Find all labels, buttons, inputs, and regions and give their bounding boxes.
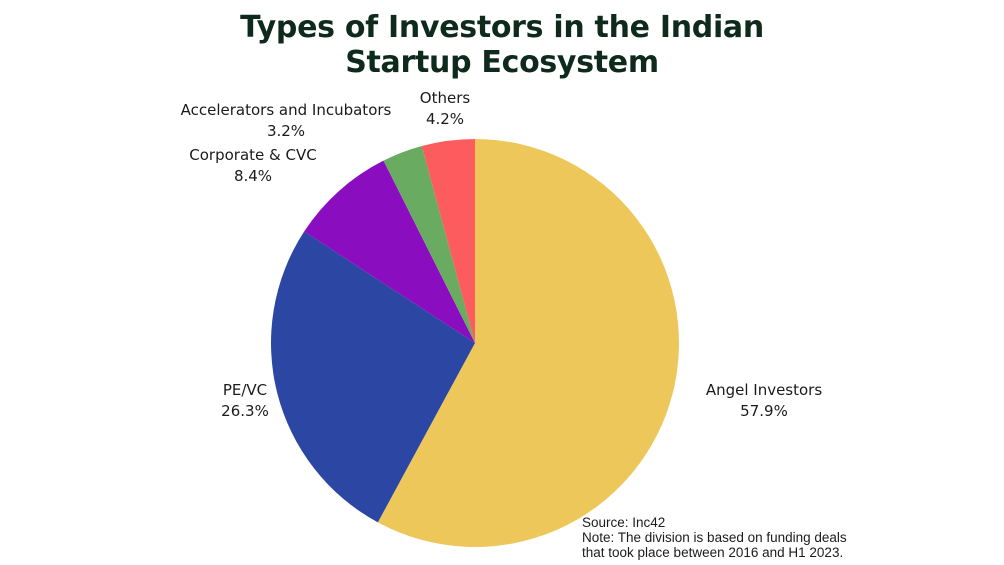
slice-label-name: Corporate & CVC	[189, 146, 317, 164]
pie-slice-others	[421, 139, 475, 343]
slice-label-name: Others	[419, 89, 471, 107]
slice-label-value: 57.9%	[740, 402, 788, 420]
slice-label-pe-vc: PE/VC 26.3%	[195, 380, 295, 422]
chart-title-line-2: Startup Ecosystem	[345, 45, 659, 80]
slice-label-others: Others 4.2%	[400, 88, 490, 130]
slice-label-value: 8.4%	[233, 167, 273, 185]
note-line-2: that took place between 2016 and H1 2023…	[582, 545, 844, 560]
slice-label-value: 26.3%	[221, 402, 269, 420]
pie-slice-angel-investors	[377, 139, 679, 547]
slice-label-name: PE/VC	[222, 381, 268, 399]
note-line-1: Note: The division is based on funding d…	[582, 530, 847, 545]
pie-slice-accelerators-and-incubators	[383, 146, 475, 343]
slice-label-value: 3.2%	[266, 122, 306, 140]
source-note: Source: Inc42 Note: The division is base…	[582, 515, 847, 560]
chart-title-line-1: Types of Investors in the Indian	[240, 10, 764, 45]
slice-label-value: 4.2%	[425, 110, 465, 128]
chart-title: Types of Investors in the Indian Startup…	[0, 10, 1004, 80]
slice-label-accelerators-incubators: Accelerators and Incubators 3.2%	[166, 100, 406, 142]
pie-slice-corporate-cvc	[304, 160, 475, 343]
slice-label-name: Angel Investors	[705, 381, 823, 399]
source-line: Source: Inc42	[582, 515, 666, 530]
slice-label-corporate-cvc: Corporate & CVC 8.4%	[168, 145, 338, 187]
slice-label-name: Accelerators and Incubators	[180, 101, 392, 119]
slice-label-angel-investors: Angel Investors 57.9%	[684, 380, 844, 422]
pie-slice-pe-vc	[271, 231, 475, 523]
